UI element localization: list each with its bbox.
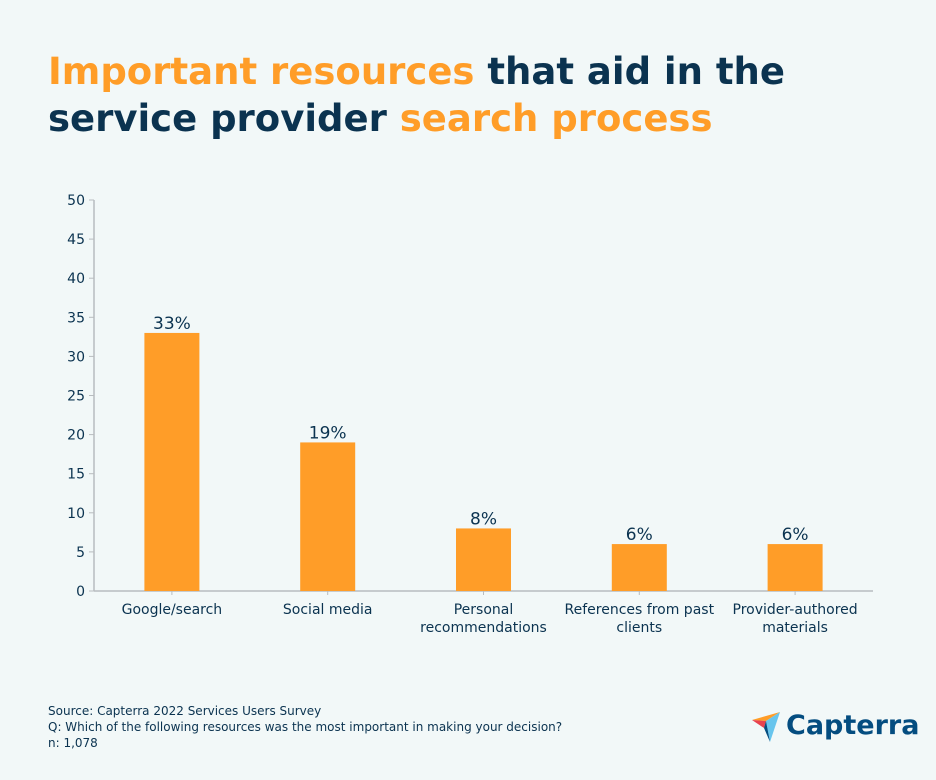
y-tick-label: 0 [76,584,85,600]
x-tick-label: Provider-authored [733,602,858,618]
y-tick-label: 35 [67,310,85,326]
title-part: that aid in the service provider [48,50,785,140]
bar [144,332,200,591]
x-tick-label: References from past [565,602,715,618]
bar [611,544,667,591]
x-tick-label: Google/search [122,602,223,618]
x-tick-label: Social media [283,602,373,618]
data-label: 33% [153,314,191,334]
title-part: Important resources [48,50,475,93]
footer: Source: Capterra 2022 Services Users Sur… [48,703,562,751]
y-tick-label: 50 [67,193,85,209]
x-tick-label: recommendations [420,620,547,636]
y-tick-label: 30 [67,349,85,365]
y-tick-label: 10 [67,506,85,522]
bar-chart: 0 5 10 15 20 25 30 35 40 45 50 33% Google/search 19% S… [67,193,873,636]
y-tick-label: 15 [67,467,85,483]
data-label: 6% [782,525,809,545]
bar [300,442,356,591]
capterra-arrow-icon [752,712,780,742]
y-tick-label: 20 [67,428,85,444]
x-tick-label: Personal [454,602,514,618]
title-part: search process [399,97,713,140]
x-tick-label: clients [616,620,662,636]
data-label: 8% [470,509,497,529]
question-note: Q: Which of the following resources was … [48,720,563,734]
y-tick-label: 5 [76,545,85,561]
bar [456,528,511,591]
y-tick-label: 40 [67,271,85,287]
x-tick-label: materials [762,620,828,636]
source-note: Source: Capterra 2022 Services Users Sur… [48,704,322,718]
y-tick-label: 25 [67,389,85,405]
logo-text: Capterra [786,709,920,741]
sample-size: n: 1,078 [48,736,98,750]
data-label: 6% [626,525,653,545]
capterra-logo: Capterra [752,708,919,742]
data-label: 19% [309,423,347,443]
bar [767,544,823,591]
chart-title: Important resources that aid in the serv… [48,48,908,142]
y-tick-label: 45 [67,232,85,248]
